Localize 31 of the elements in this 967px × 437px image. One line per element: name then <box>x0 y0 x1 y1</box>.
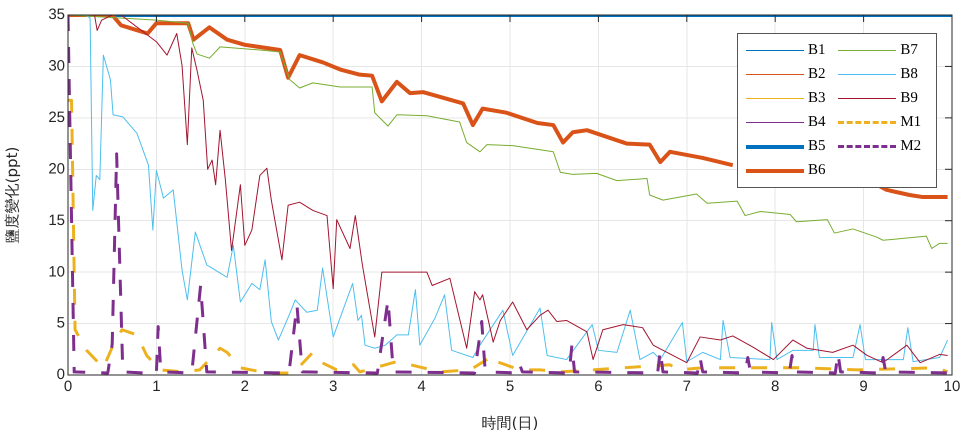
legend-label: B8 <box>900 66 918 83</box>
legend-label: B4 <box>808 114 826 132</box>
y-tick-label: 5 <box>56 314 65 332</box>
y-tick-label: 15 <box>48 212 65 229</box>
legend-label: B7 <box>900 42 918 59</box>
legend-label: B1 <box>808 42 826 59</box>
x-tick-label: 7 <box>682 378 691 396</box>
series-label: B6 <box>808 162 826 180</box>
legend-label: B2 <box>808 66 826 83</box>
y-axis-title: 鹽度變化(ppt) <box>2 146 21 244</box>
x-tick-label: 8 <box>771 378 780 396</box>
x-tick-label: 9 <box>859 378 868 396</box>
legend-label: M1 <box>900 114 922 132</box>
y-tick-label: 20 <box>48 160 65 178</box>
legend-label: B9 <box>900 90 918 107</box>
x-axis-title: 時間(日) <box>482 414 538 432</box>
x-tick-label: 1 <box>152 378 161 396</box>
x-tick-label: 10 <box>944 378 960 396</box>
y-tick-label: 35 <box>48 6 65 24</box>
legend-label: B5 <box>808 138 826 156</box>
x-tick-label: 5 <box>506 378 514 396</box>
legend-label: M2 <box>900 138 922 156</box>
x-tick-label: 3 <box>329 378 338 396</box>
y-tick-label: 0 <box>56 366 65 384</box>
y-tick-label: 30 <box>48 58 65 75</box>
y-tick-label: 25 <box>48 109 65 126</box>
x-tick-label: 6 <box>594 378 603 396</box>
legend-label: B3 <box>808 90 826 107</box>
y-tick-label: 10 <box>48 263 65 280</box>
x-tick-label: 2 <box>240 378 249 396</box>
x-tick-label: 4 <box>417 378 426 396</box>
